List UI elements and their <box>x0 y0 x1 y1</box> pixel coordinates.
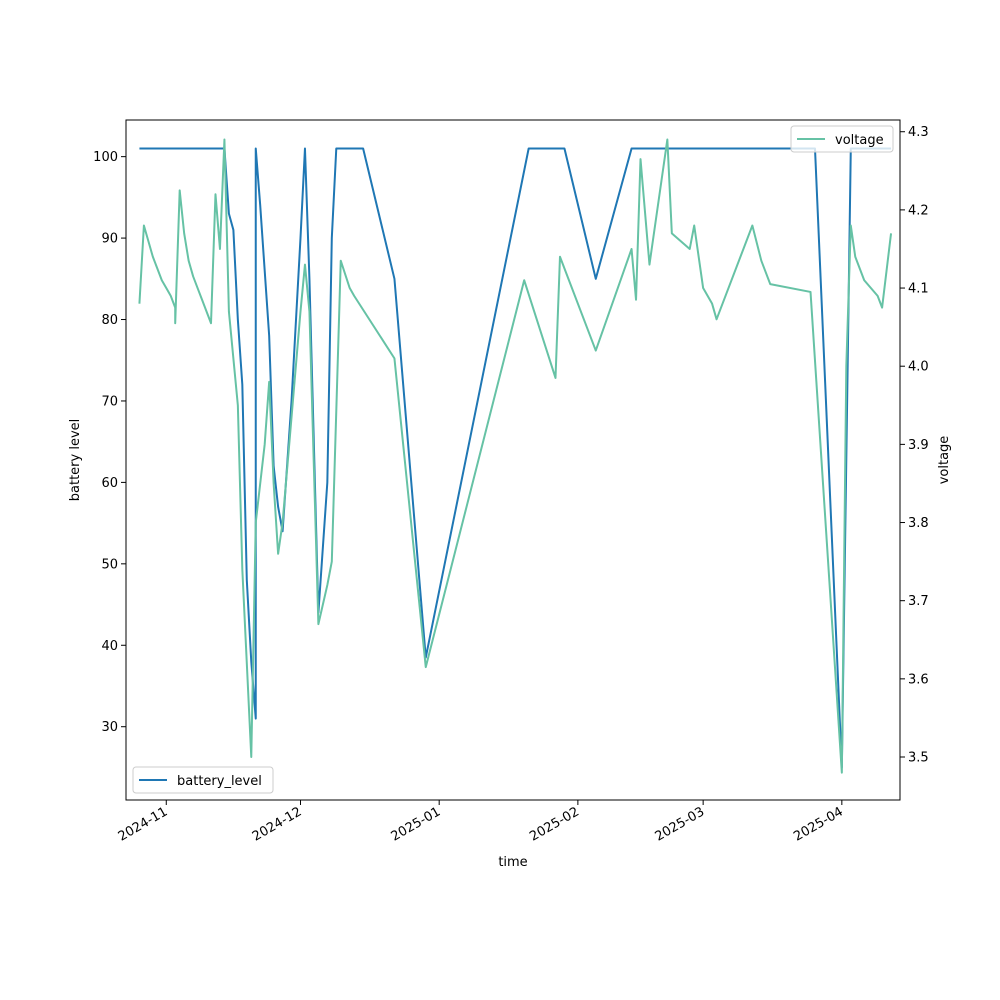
legend-battery-level: battery_level <box>132 766 274 794</box>
y-left-tick-label: 90 <box>101 232 118 247</box>
x-tick-label: 2025-01 <box>389 804 444 844</box>
y-right-tick-label: 3.7 <box>908 594 929 609</box>
x-tick-label: 2024-11 <box>116 804 171 844</box>
y-right-tick-label: 4.2 <box>908 203 929 218</box>
y-axis-left-label: battery level <box>68 419 83 502</box>
y-right-tick-label: 3.5 <box>908 751 929 766</box>
x-tick-label: 2024-12 <box>250 804 305 844</box>
y-left-tick-label: 70 <box>101 394 118 409</box>
y-axis-left: 30 40 50 60 70 80 90 100 <box>93 150 126 735</box>
y-left-tick-label: 80 <box>101 313 118 328</box>
x-axis: 2024-11 2024-12 2025-01 2025-02 2025-03 2025-… <box>116 800 846 845</box>
legend-voltage: voltage <box>790 125 894 153</box>
y-right-tick-label: 4.0 <box>908 360 929 375</box>
legend-voltage-label: voltage <box>835 133 884 148</box>
y-right-tick-label: 3.6 <box>908 672 929 687</box>
legend-battery-level-label: battery_level <box>177 774 262 789</box>
x-tick-label: 2025-03 <box>653 804 708 844</box>
series-line-voltage <box>138 138 893 774</box>
x-tick-label: 2025-04 <box>791 804 846 844</box>
y-right-tick-label: 3.8 <box>908 516 929 531</box>
y-right-tick-label: 4.1 <box>908 282 929 297</box>
y-left-tick-label: 60 <box>101 476 118 491</box>
y-left-tick-label: 50 <box>101 557 118 572</box>
y-right-tick-label: 4.3 <box>908 125 929 140</box>
y-axis-right: 3.5 3.6 3.7 3.8 3.9 4.0 4.1 4.2 4.3 <box>900 125 929 766</box>
x-tick-label: 2025-02 <box>527 804 582 844</box>
y-left-tick-label: 100 <box>93 150 118 165</box>
y-left-tick-label: 40 <box>101 639 118 654</box>
plot-area <box>138 138 893 774</box>
y-right-tick-label: 3.9 <box>908 438 929 453</box>
y-axis-right-label: voltage <box>937 436 952 485</box>
x-axis-label: time <box>498 855 527 870</box>
plot-frame <box>125 119 901 801</box>
y-left-tick-label: 30 <box>101 720 118 735</box>
series-line-battery-level <box>139 147 892 769</box>
